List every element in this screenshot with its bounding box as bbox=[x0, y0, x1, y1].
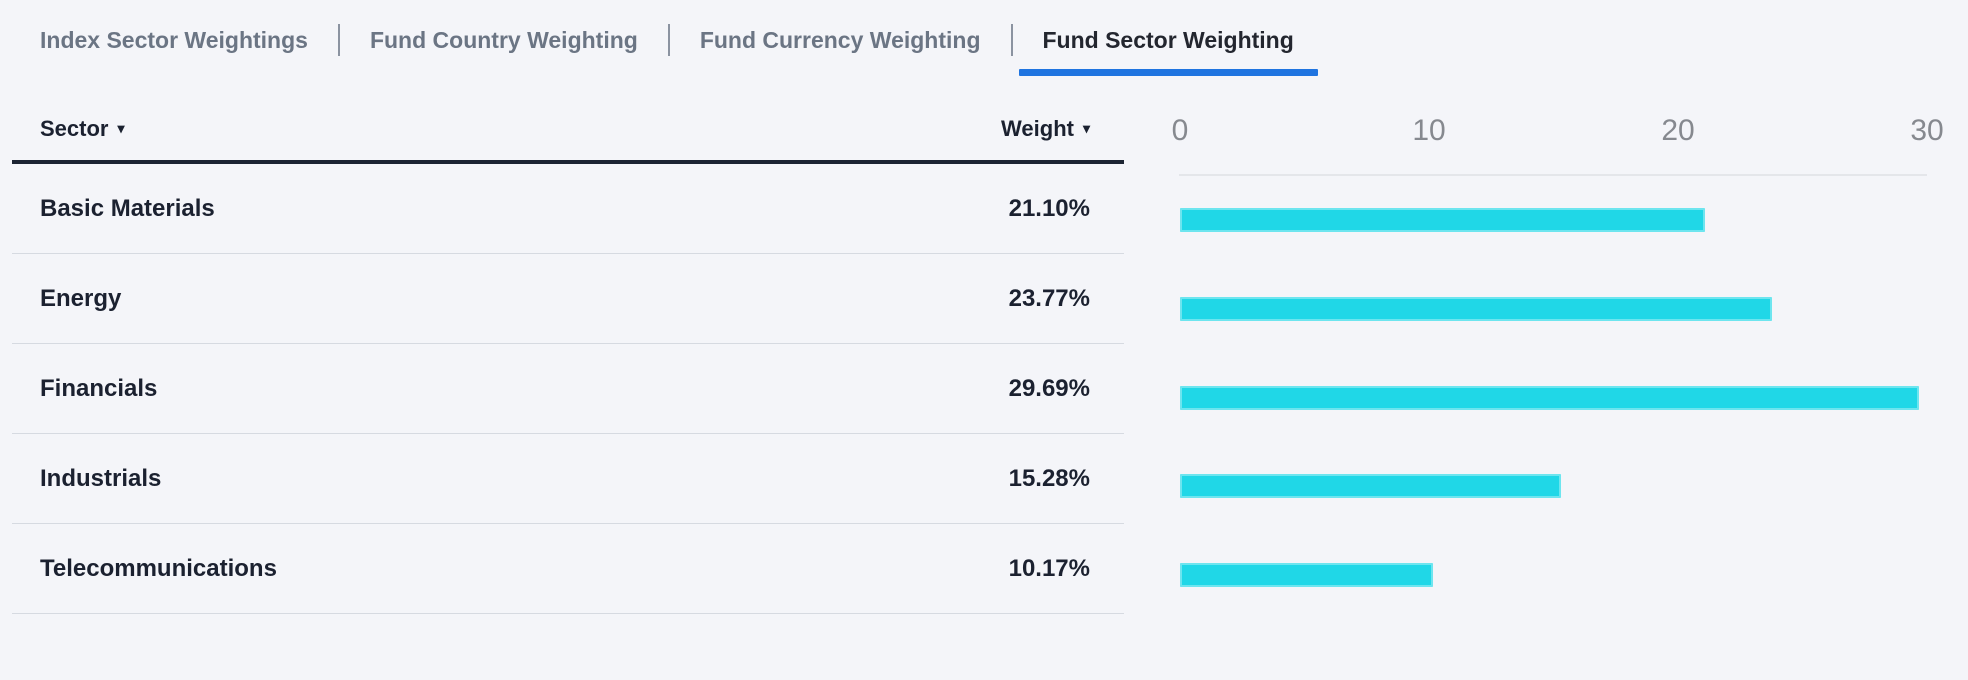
sector-cell: Industrials bbox=[40, 464, 162, 492]
table-row-industrials: Industrials 15.28% bbox=[12, 434, 1124, 524]
bar-industrials bbox=[1180, 474, 1561, 499]
bar-telecommunications bbox=[1180, 563, 1434, 587]
weight-bar-chart: 0 10 20 30 bbox=[1172, 0, 1955, 680]
weight-cell: 10.17% bbox=[1008, 554, 1090, 582]
tab-label: Fund Sector Weighting bbox=[1042, 27, 1294, 53]
x-axis-line bbox=[1179, 174, 1927, 176]
sector-cell: Energy bbox=[40, 284, 122, 312]
x-axis-tick-30: 30 bbox=[1910, 114, 1944, 147]
tab-label: Fund Currency Weighting bbox=[699, 27, 981, 53]
bar-basic-materials bbox=[1180, 208, 1706, 232]
active-tab-underline bbox=[1018, 69, 1318, 76]
weight-cell: 23.77% bbox=[1008, 284, 1090, 312]
table-header-row: Sector ▾ Weight ▾ bbox=[40, 101, 1090, 157]
weight-cell: 15.28% bbox=[1008, 464, 1090, 492]
tab-index-sector-weightings[interactable]: Index Sector Weightings bbox=[40, 26, 308, 54]
column-header-weight[interactable]: Weight ▾ bbox=[1001, 116, 1090, 142]
sector-header-label: Sector bbox=[40, 116, 109, 141]
tab-fund-currency-weighting[interactable]: Fund Currency Weighting bbox=[700, 26, 981, 54]
sector-cell: Telecommunications bbox=[40, 554, 277, 582]
bar-financials bbox=[1180, 385, 1920, 410]
table-header-divider bbox=[12, 160, 1124, 164]
tab-separator bbox=[337, 24, 340, 56]
weight-cell: 29.69% bbox=[1008, 374, 1090, 402]
x-axis-tick-0: 0 bbox=[1171, 114, 1189, 147]
table-row-basic-materials: Basic Materials 21.10% bbox=[12, 164, 1124, 254]
tab-bar: Index Sector Weightings Fund Country Weig… bbox=[40, 24, 1318, 76]
x-axis-tick-10: 10 bbox=[1412, 114, 1446, 147]
weight-header-label: Weight bbox=[1001, 116, 1074, 141]
sort-caret-icon: ▾ bbox=[1082, 119, 1090, 136]
table-row-telecommunications: Telecommunications 10.17% bbox=[12, 524, 1124, 614]
tab-separator bbox=[667, 24, 670, 56]
sector-weight-table: Sector ▾ Weight ▾ Basic Materials 21.10% E… bbox=[12, 0, 1124, 680]
table-body: Basic Materials 21.10% Energy 23.77% Financi… bbox=[12, 164, 1124, 614]
sort-caret-icon: ▾ bbox=[117, 119, 125, 136]
tab-separator bbox=[1010, 24, 1013, 56]
tab-label: Fund Country Weighting bbox=[369, 27, 638, 53]
tab-fund-sector-weighting[interactable]: Fund Sector Weighting bbox=[1018, 26, 1318, 76]
x-axis-tick-20: 20 bbox=[1661, 114, 1695, 147]
bar-energy bbox=[1180, 296, 1772, 321]
table-row-financials: Financials 29.69% bbox=[12, 344, 1124, 434]
tab-fund-country-weighting[interactable]: Fund Country Weighting bbox=[370, 26, 638, 54]
sector-cell: Basic Materials bbox=[40, 194, 215, 222]
column-header-sector[interactable]: Sector ▾ bbox=[40, 116, 125, 142]
weight-cell: 21.10% bbox=[1008, 194, 1090, 222]
sector-cell: Financials bbox=[40, 374, 158, 402]
tab-label: Index Sector Weightings bbox=[40, 27, 308, 53]
table-row-energy: Energy 23.77% bbox=[12, 254, 1124, 344]
